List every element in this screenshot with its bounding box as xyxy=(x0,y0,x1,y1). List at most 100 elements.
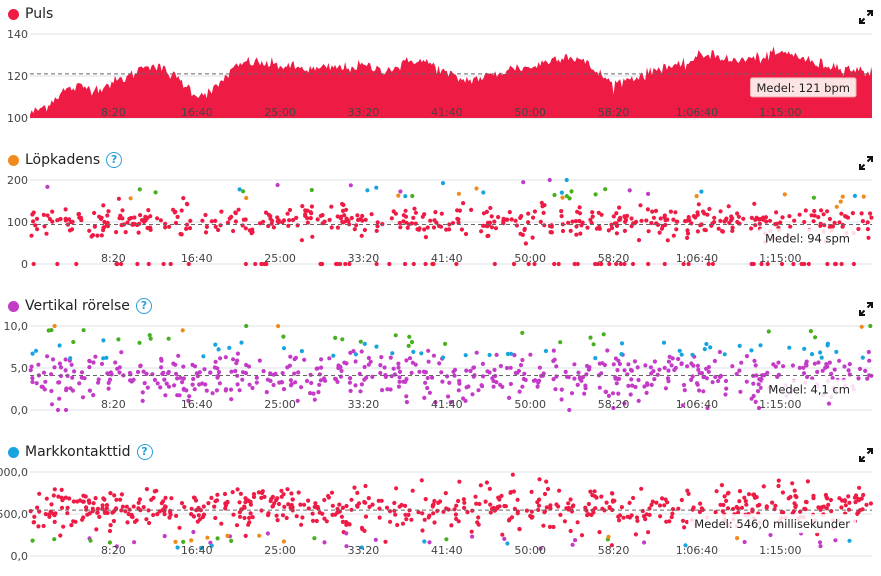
data-point xyxy=(237,388,242,393)
data-point xyxy=(578,375,583,380)
expand-icon[interactable] xyxy=(859,447,873,462)
expand-icon[interactable] xyxy=(859,155,873,170)
data-point xyxy=(422,517,427,522)
data-point xyxy=(388,355,393,360)
data-point xyxy=(392,500,397,506)
data-point xyxy=(572,376,577,381)
data-point xyxy=(834,204,839,209)
data-point xyxy=(403,208,408,213)
data-point xyxy=(271,225,276,230)
data-point xyxy=(712,215,717,220)
data-point xyxy=(721,502,726,508)
help-icon[interactable]: ? xyxy=(135,298,152,314)
data-point xyxy=(568,497,573,502)
data-point xyxy=(28,509,33,514)
data-point xyxy=(810,376,815,381)
data-point xyxy=(689,377,694,382)
data-point xyxy=(172,383,177,388)
data-point xyxy=(742,539,747,545)
data-point xyxy=(437,361,442,366)
data-point xyxy=(288,378,293,383)
data-point xyxy=(213,359,218,364)
expand-icon[interactable] xyxy=(859,301,873,316)
data-point xyxy=(31,261,36,267)
data-point xyxy=(124,504,129,509)
data-point xyxy=(41,523,46,529)
data-point xyxy=(469,529,474,534)
data-point xyxy=(541,210,546,215)
data-point xyxy=(137,187,142,192)
data-point xyxy=(588,489,593,494)
data-point xyxy=(737,499,742,504)
data-point xyxy=(135,261,140,267)
data-point xyxy=(653,208,659,213)
data-point xyxy=(327,356,332,361)
data-point xyxy=(833,261,838,267)
data-point xyxy=(566,501,571,506)
data-point xyxy=(478,483,483,488)
data-point xyxy=(289,502,294,508)
data-point xyxy=(186,398,191,403)
data-point xyxy=(448,400,453,405)
data-point xyxy=(455,216,460,221)
data-point xyxy=(580,220,585,225)
data-point xyxy=(631,495,636,501)
data-point xyxy=(657,230,662,235)
help-icon[interactable]: ? xyxy=(106,152,123,168)
help-icon[interactable]: ? xyxy=(136,444,153,460)
data-point xyxy=(63,357,68,362)
data-point xyxy=(349,215,354,221)
data-point xyxy=(348,388,353,393)
data-point xyxy=(490,376,495,381)
data-point xyxy=(213,224,218,229)
data-point xyxy=(312,504,317,509)
data-point xyxy=(181,539,186,544)
data-point xyxy=(148,225,153,230)
data-point xyxy=(642,540,647,545)
data-point xyxy=(839,505,844,510)
data-point xyxy=(404,358,409,363)
average-label: Medel: 546,0 millisekunder xyxy=(694,517,850,531)
data-point xyxy=(558,512,563,517)
data-point xyxy=(305,220,310,225)
data-point xyxy=(377,515,382,520)
data-point xyxy=(57,396,62,401)
data-point xyxy=(338,261,343,267)
data-point xyxy=(694,194,699,199)
data-point xyxy=(403,214,409,219)
data-point xyxy=(628,367,634,372)
panel-title-label: Vertikal rörelse xyxy=(25,298,130,314)
data-point xyxy=(832,367,837,372)
data-point xyxy=(677,348,682,353)
data-point xyxy=(865,227,871,232)
data-point xyxy=(850,211,856,216)
data-point xyxy=(298,502,303,507)
data-point xyxy=(259,495,264,500)
data-point xyxy=(853,500,858,505)
data-point xyxy=(277,380,282,385)
expand-icon[interactable] xyxy=(859,9,873,24)
data-point xyxy=(518,215,523,220)
data-point xyxy=(614,211,619,216)
data-point xyxy=(829,371,834,376)
data-point xyxy=(353,352,358,357)
data-point xyxy=(362,528,367,533)
data-point xyxy=(496,215,501,220)
x-tick-label: 1:15:00 xyxy=(759,544,801,557)
data-point xyxy=(582,391,587,396)
data-point xyxy=(564,506,569,511)
data-point xyxy=(37,491,42,496)
data-point xyxy=(192,387,197,392)
data-point xyxy=(191,376,196,382)
data-point xyxy=(463,231,469,237)
data-point xyxy=(735,211,740,216)
data-point xyxy=(366,496,371,501)
data-point xyxy=(606,534,611,539)
data-point xyxy=(396,365,401,370)
data-point xyxy=(213,218,218,223)
data-point xyxy=(388,387,393,392)
data-point xyxy=(266,212,271,217)
x-tick-label: 50:00 xyxy=(514,252,546,265)
data-point xyxy=(348,376,353,381)
data-point xyxy=(79,370,85,375)
